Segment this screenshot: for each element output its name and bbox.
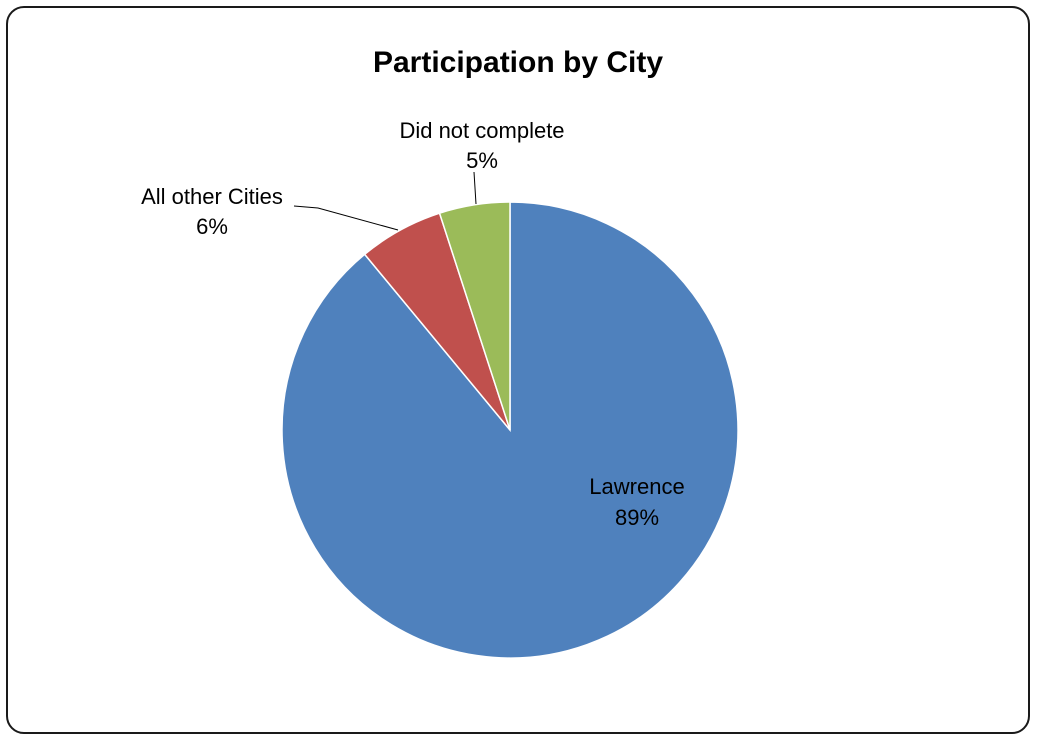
chart-title: Participation by City	[372, 46, 664, 79]
data-label-all-other-cities-value: 6%	[196, 214, 228, 239]
data-label-did-not-complete-value: 5%	[466, 148, 498, 173]
data-label-did-not-complete-name: Did not complete	[399, 118, 564, 143]
data-label-all-other-cities-name: All other Cities	[141, 184, 283, 209]
pie-slice-did-not-complete	[438, 201, 511, 431]
data-label-lawrence-value: 89%	[615, 505, 659, 530]
data-label-lawrence-name: Lawrence	[589, 474, 684, 499]
leader-line-all-other-cities	[293, 205, 399, 231]
leader-line-did-not-complete	[473, 171, 477, 205]
